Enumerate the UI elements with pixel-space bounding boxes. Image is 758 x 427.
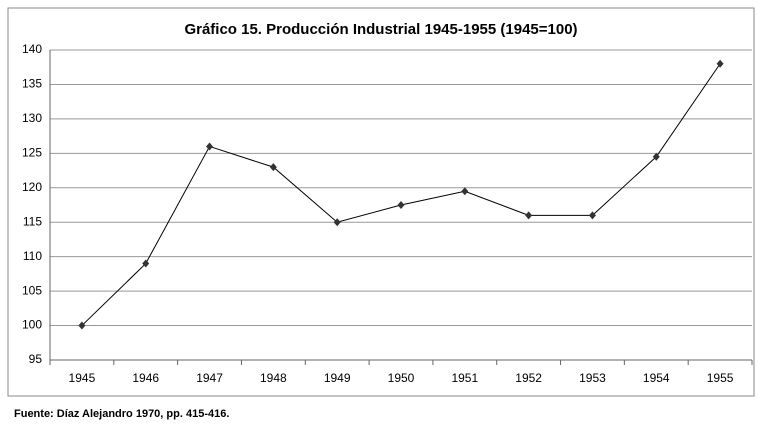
chart-frame bbox=[7, 7, 755, 397]
chart-title: Gráfico 15. Producción Industrial 1945-1… bbox=[184, 21, 577, 38]
x-tick-label: 1951 bbox=[451, 371, 478, 385]
x-tick-label: 1947 bbox=[196, 371, 223, 385]
data-point bbox=[525, 211, 533, 220]
y-tick-label: 115 bbox=[23, 214, 42, 228]
data-point bbox=[78, 321, 86, 330]
data-point bbox=[461, 187, 469, 196]
source-note: Fuente: Díaz Alejandro 1970, pp. 415-416… bbox=[14, 408, 229, 420]
x-tick-label: 1955 bbox=[707, 371, 734, 385]
data-point bbox=[716, 59, 724, 68]
x-tick-label: 1946 bbox=[132, 371, 159, 385]
x-tick-label: 1948 bbox=[260, 371, 287, 385]
y-tick-label: 135 bbox=[22, 77, 42, 91]
data-point bbox=[652, 152, 660, 161]
y-tick-label: 95 bbox=[29, 352, 43, 366]
x-tick-label: 1950 bbox=[388, 371, 415, 385]
y-tick-label: 130 bbox=[22, 111, 42, 125]
y-tick-label: 120 bbox=[22, 180, 42, 194]
x-tick-label: 1954 bbox=[643, 371, 670, 385]
y-tick-label: 105 bbox=[22, 283, 42, 297]
data-point bbox=[142, 259, 150, 268]
data-point bbox=[269, 163, 277, 172]
x-tick-label: 1952 bbox=[515, 371, 542, 385]
data-point bbox=[333, 218, 341, 227]
y-tick-label: 110 bbox=[23, 249, 42, 263]
y-tick-label: 100 bbox=[22, 318, 42, 332]
data-point bbox=[206, 142, 214, 151]
data-point bbox=[397, 201, 405, 209]
y-tick-label: 140 bbox=[22, 42, 42, 56]
x-tick-label: 1945 bbox=[69, 371, 96, 385]
x-tick-label: 1949 bbox=[324, 371, 351, 385]
x-tick-label: 1953 bbox=[579, 371, 606, 385]
data-point bbox=[588, 211, 596, 220]
y-tick-label: 125 bbox=[22, 146, 42, 160]
